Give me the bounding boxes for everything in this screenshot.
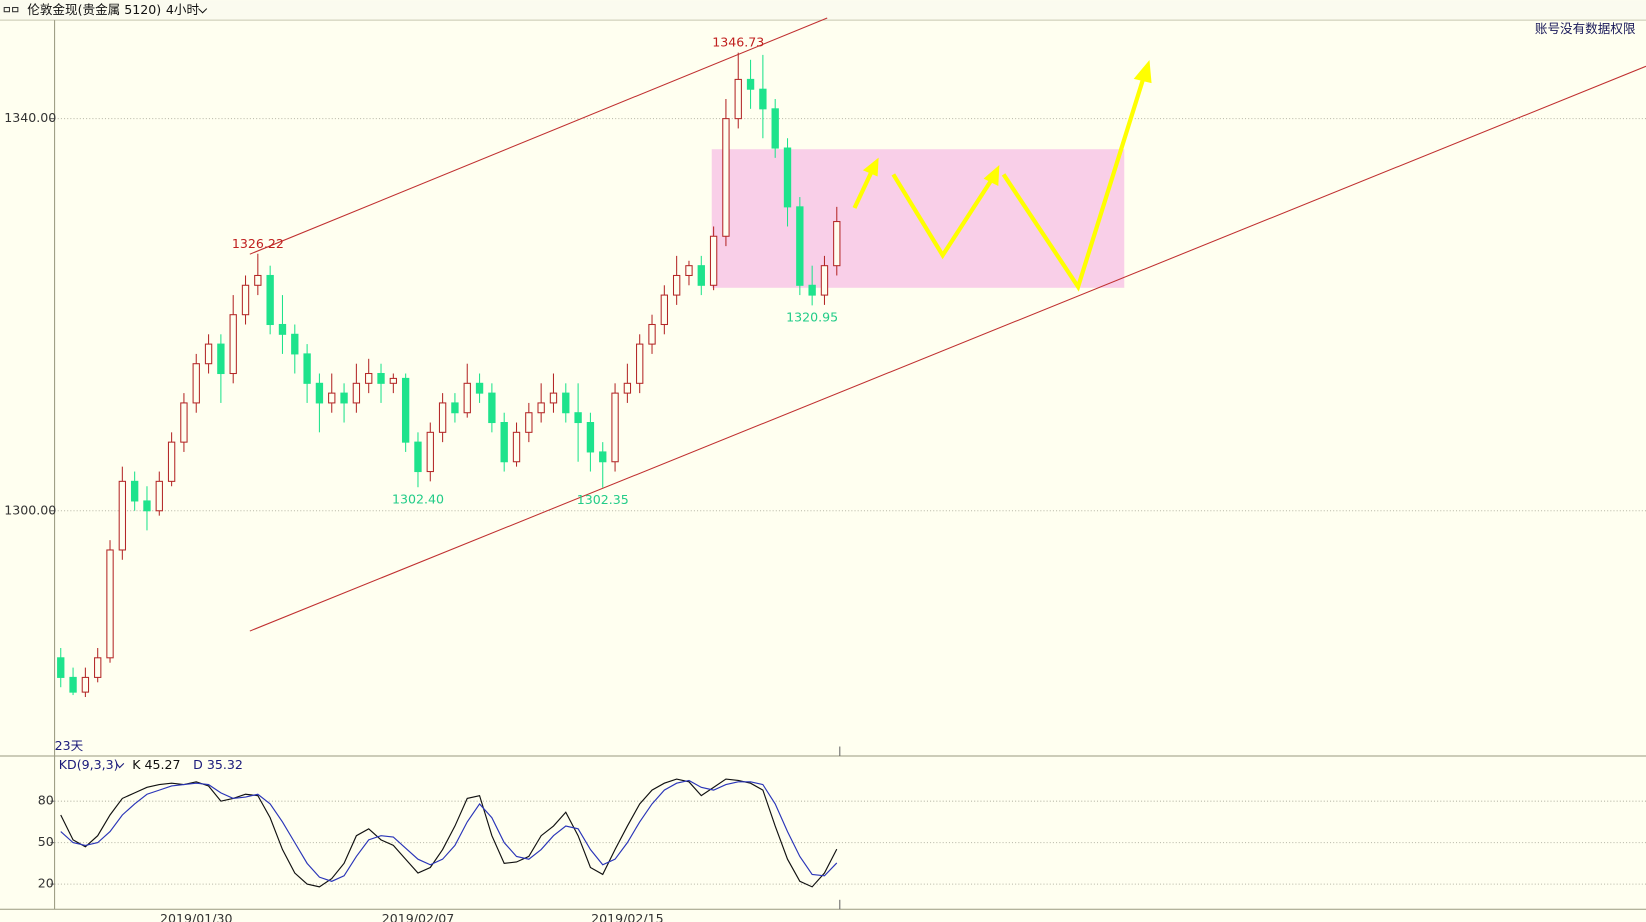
candle-body: [155, 480, 163, 512]
candle-body: [291, 333, 299, 355]
extreme-label: 1326.22: [232, 236, 284, 251]
candle-body: [118, 480, 127, 551]
span-label: 23天: [55, 738, 84, 753]
candle-body: [266, 274, 274, 326]
candle-body: [599, 451, 607, 463]
y-tick-label: 1340.00: [4, 110, 56, 125]
candle-body: [426, 431, 434, 473]
candle-body: [771, 108, 779, 149]
candle-body: [820, 265, 829, 296]
candle-body: [217, 343, 225, 375]
extreme-label: 1302.35: [577, 492, 629, 507]
forecast-arrows: [852, 78, 1146, 292]
y-tick-label: 50: [38, 834, 54, 849]
candle-body: [796, 206, 804, 286]
candle-body: [377, 372, 385, 384]
candle-body: [401, 377, 410, 443]
candle-body: [549, 392, 558, 404]
trend-line-upper: [249, 17, 828, 255]
candle-body: [611, 392, 619, 463]
candle-body: [636, 343, 644, 384]
candle-body: [254, 274, 262, 286]
candle-body: [574, 412, 582, 424]
candle-body: [438, 402, 447, 433]
title-icon: [3, 6, 19, 13]
candle-body: [537, 402, 545, 414]
candle-body: [167, 441, 176, 482]
trend-line-lower: [249, 65, 1646, 632]
candle-body: [180, 402, 188, 443]
candle-body: [562, 392, 570, 414]
candle-body: [241, 284, 250, 316]
x-tick-label: 2019/01/30: [160, 911, 233, 922]
candle-body: [463, 382, 471, 414]
candle-body: [143, 500, 151, 512]
candle-body: [488, 392, 496, 424]
legend-entry: K 45.27: [132, 757, 180, 772]
candle-body: [81, 676, 90, 693]
candle-body: [697, 265, 705, 286]
candle-body: [328, 392, 336, 404]
candle-body: [69, 676, 77, 693]
candle-body: [352, 382, 361, 404]
dropdown-icon[interactable]: [198, 8, 208, 14]
candle-body: [734, 78, 742, 120]
x-tick-label: 2019/02/07: [382, 911, 455, 922]
candle-body: [315, 382, 324, 404]
candle-body: [623, 382, 632, 394]
candle-body: [672, 274, 681, 296]
candle-body: [303, 353, 311, 384]
indicator-line: [60, 779, 838, 882]
legend-entry: D 35.32: [193, 757, 243, 772]
candle-body: [512, 431, 521, 463]
y-tick-label: 80: [38, 793, 54, 808]
period-selector[interactable]: 4小时: [166, 2, 200, 17]
candle-body: [365, 372, 373, 384]
symbol-title: 伦敦金现(贵金属 5120): [27, 2, 161, 17]
candle-body: [414, 441, 422, 473]
dropdown-icon[interactable]: [116, 762, 125, 769]
arrow-heads: [862, 59, 1152, 186]
candle-body: [648, 323, 656, 345]
candle-body: [833, 221, 841, 267]
candle-body: [709, 235, 718, 286]
candle-body: [340, 392, 348, 404]
title-bar: [0, 0, 1646, 21]
y-tick-label: 20: [38, 876, 54, 891]
kd-legend: KD(9,3,3): [59, 757, 125, 772]
candle-body: [525, 412, 533, 433]
extreme-label: 1320.95: [786, 309, 838, 324]
candle-body: [57, 657, 65, 678]
candle-body: [204, 343, 213, 365]
candle-body: [130, 480, 139, 502]
y-tick-label: 1300.00: [4, 502, 56, 517]
candle-body: [451, 402, 459, 414]
candle-body: [722, 118, 730, 237]
indicator-line: [60, 778, 838, 888]
x-tick-label: 2019/02/15: [591, 911, 664, 922]
candle-body: [586, 422, 595, 453]
candle-body: [500, 422, 508, 463]
candle-body: [475, 382, 484, 394]
candle-body: [389, 377, 398, 384]
candle-body: [685, 265, 693, 277]
indicator-title[interactable]: KD(9,3,3): [59, 757, 119, 772]
candle-body: [783, 147, 792, 208]
candle-body: [192, 363, 200, 404]
candle-body: [759, 88, 767, 110]
candle-body: [106, 549, 114, 659]
candle-body: [278, 323, 287, 335]
candle-body: [229, 314, 237, 375]
extreme-label: 1302.40: [392, 491, 444, 506]
candle-body: [746, 78, 755, 90]
notice: 账号没有数据权限: [1535, 21, 1636, 36]
candle-body: [660, 294, 669, 326]
candle-body: [94, 657, 102, 678]
extreme-label: 1346.73: [712, 35, 764, 50]
candle-body: [808, 284, 816, 296]
